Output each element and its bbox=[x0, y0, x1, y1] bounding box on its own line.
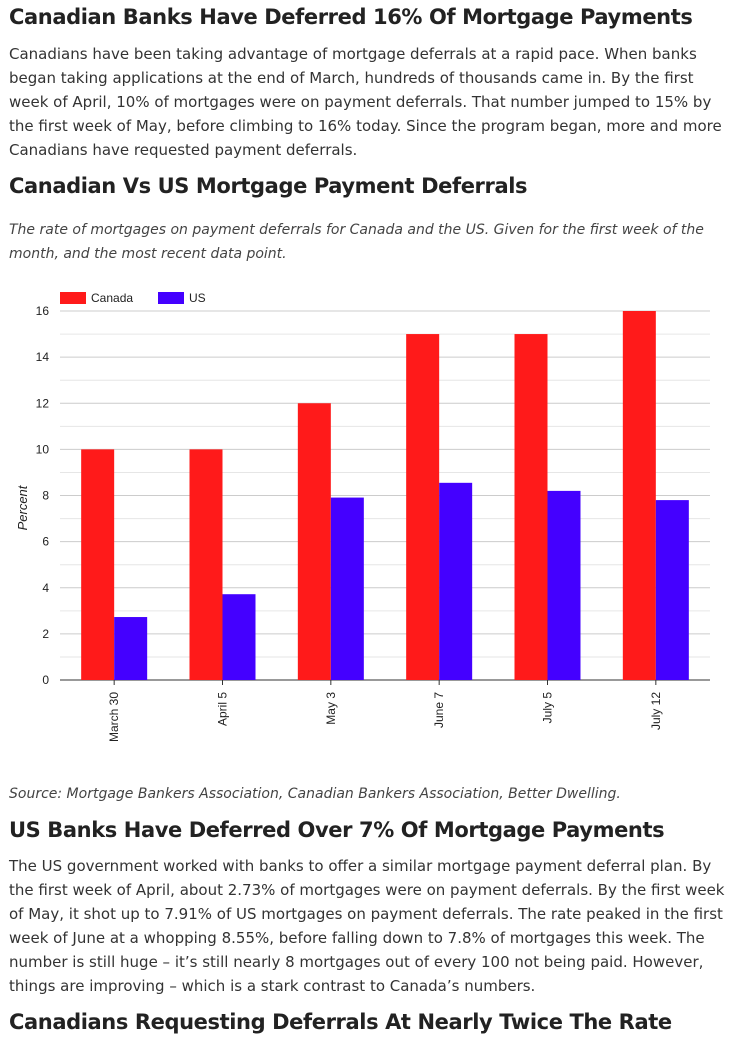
y-tick-label: 2 bbox=[42, 627, 49, 641]
y-axis-label: Percent bbox=[15, 484, 30, 530]
chart-gridlines bbox=[60, 310, 710, 681]
heading-canadians-twice-rate: Canadians Requesting Deferrals At Nearly… bbox=[9, 1010, 672, 1034]
y-tick-label: 0 bbox=[42, 673, 49, 687]
bar-canada-4 bbox=[514, 334, 548, 680]
heading-us-banks: US Banks Have Deferred Over 7% Of Mortga… bbox=[9, 818, 665, 842]
bar-canada-3 bbox=[406, 334, 440, 680]
y-tick-label: 16 bbox=[36, 304, 50, 318]
x-tick-label: April 5 bbox=[216, 692, 230, 726]
bar-canada-1 bbox=[189, 449, 223, 680]
bar-us-4 bbox=[547, 490, 581, 680]
x-tick-label: June 7 bbox=[432, 692, 446, 728]
legend-swatch-us bbox=[158, 292, 184, 304]
legend-swatch-canada bbox=[60, 292, 86, 304]
heading-canadian-banks: Canadian Banks Have Deferred 16% Of Mort… bbox=[9, 5, 693, 29]
chart-caption: The rate of mortgages on payment deferra… bbox=[9, 222, 704, 262]
y-tick-label: 14 bbox=[36, 350, 50, 364]
legend-label-us: US bbox=[189, 291, 206, 305]
paragraph-us-deferrals: The US government worked with banks to o… bbox=[9, 857, 725, 995]
x-tick-label: July 12 bbox=[649, 692, 663, 730]
legend-label-canada: Canada bbox=[91, 291, 133, 305]
bar-canada-0 bbox=[81, 449, 115, 680]
bar-canada-5 bbox=[622, 311, 656, 680]
y-axis-ticks: 0 2 4 6 8 10 12 14 16 bbox=[36, 304, 50, 687]
y-tick-label: 10 bbox=[36, 442, 50, 456]
x-tick-label: March 30 bbox=[107, 692, 121, 742]
x-axis-ticks: March 30 April 5 May 3 June 7 July 5 July 12 bbox=[107, 680, 663, 742]
paragraph-canada-deferrals: Canadians have been taking advantage of … bbox=[9, 45, 722, 159]
y-tick-label: 8 bbox=[42, 489, 49, 503]
chart-legend: Canada US bbox=[60, 291, 206, 305]
chart-source: Source: Mortgage Bankers Association, Ca… bbox=[9, 786, 621, 802]
bar-us-5 bbox=[655, 500, 689, 680]
bar-canada-2 bbox=[297, 403, 331, 680]
y-tick-label: 12 bbox=[36, 396, 50, 410]
bar-us-2 bbox=[330, 497, 364, 680]
x-tick-label: May 3 bbox=[324, 692, 338, 725]
x-tick-label: July 5 bbox=[541, 692, 555, 724]
chart-bars bbox=[81, 311, 689, 680]
y-tick-label: 4 bbox=[42, 581, 49, 595]
heading-chart-title: Canadian Vs US Mortgage Payment Deferral… bbox=[9, 174, 528, 198]
bar-us-3 bbox=[439, 482, 473, 680]
bar-us-1 bbox=[222, 594, 256, 680]
y-tick-label: 6 bbox=[42, 535, 49, 549]
bar-us-0 bbox=[114, 617, 148, 680]
